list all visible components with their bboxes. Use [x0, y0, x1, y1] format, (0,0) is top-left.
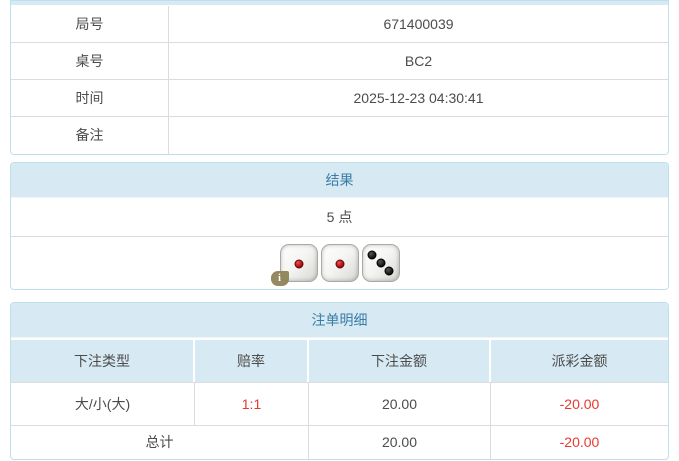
bet-type-value: 大/小(大) [11, 383, 195, 425]
table-id-label: 桌号 [11, 43, 169, 79]
table-row: 备注 [11, 117, 668, 154]
round-id-label: 局号 [11, 6, 169, 42]
table-row: 桌号 BC2 [11, 43, 668, 80]
column-header-bet-amount: 下注金额 [309, 340, 491, 382]
table-row: 时间 2025-12-23 04:30:41 [11, 80, 668, 117]
info-badge-icon[interactable]: i [270, 271, 289, 286]
table-row: 大/小(大) 1:1 20.00 -20.00 [11, 382, 668, 425]
bet-details-title: 注单明细 [11, 303, 668, 338]
round-id-value: 671400039 [383, 16, 454, 32]
bet-amount-value: 20.00 [309, 383, 491, 425]
column-header-bet-type: 下注类型 [11, 340, 195, 382]
dice-row: i [11, 237, 668, 289]
time-label: 时间 [11, 80, 169, 116]
die-1-value-1: i [270, 244, 318, 286]
column-header-odds: 赔率 [195, 340, 309, 382]
panel-title-strip [11, 1, 668, 6]
page: 局号 671400039 桌号 BC2 时间 2025-12-23 04:30:… [10, 0, 669, 460]
result-points: 5 点 [11, 198, 668, 237]
column-header-payout-amount: 派彩金额 [551, 353, 608, 369]
remark-label: 备注 [11, 117, 169, 154]
result-panel: 结果 5 点 i [10, 162, 669, 290]
die-pip [294, 259, 303, 269]
table-id-value: BC2 [404, 53, 433, 69]
die-pip [335, 259, 344, 269]
die-3-value-3 [361, 244, 400, 282]
die-pip [384, 266, 394, 276]
die-2-value-1 [320, 244, 359, 282]
total-bet-amount: 20.00 [309, 426, 491, 459]
odds-value: 1:1 [195, 383, 309, 425]
payout-amount-value: -20.00 [559, 396, 600, 412]
bet-table-header: 下注类型 赔率 下注金额 派彩金额 [11, 338, 668, 382]
table-row: 局号 671400039 [11, 6, 668, 43]
die-pip [367, 250, 377, 260]
total-label: 总计 [11, 426, 309, 459]
total-payout-amount: -20.00 [559, 434, 600, 450]
game-info-panel: 局号 671400039 桌号 BC2 时间 2025-12-23 04:30:… [10, 0, 669, 155]
die-pip [376, 258, 385, 268]
result-panel-title: 结果 [11, 163, 668, 198]
bet-details-panel: 注单明细 下注类型 赔率 下注金额 派彩金额 大/小(大) 1:1 20.00 … [10, 302, 669, 460]
time-value: 2025-12-23 04:30:41 [353, 90, 484, 106]
total-row: 总计 20.00 -20.00 [11, 425, 668, 459]
